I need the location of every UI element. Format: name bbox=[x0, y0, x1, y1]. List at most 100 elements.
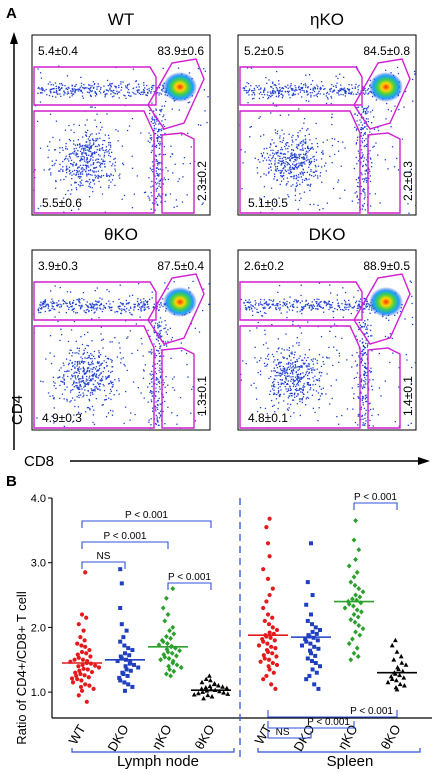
data-point bbox=[169, 650, 175, 656]
data-point bbox=[354, 569, 360, 576]
data-point bbox=[211, 681, 217, 687]
data-point bbox=[274, 627, 280, 633]
significance-bracket bbox=[267, 721, 355, 729]
data-point bbox=[217, 688, 222, 694]
series-spleen-WT bbox=[256, 516, 280, 691]
data-point bbox=[123, 651, 127, 656]
data-point bbox=[78, 684, 84, 690]
data-point bbox=[76, 664, 81, 669]
dp-gate bbox=[353, 58, 411, 130]
dp-percent: 83.9±0.6 bbox=[157, 44, 204, 58]
data-point bbox=[122, 680, 127, 685]
significance-label: P < 0.001 bbox=[104, 531, 147, 542]
data-point bbox=[310, 629, 315, 634]
cd4-axis-arrowhead bbox=[10, 32, 18, 44]
data-point bbox=[83, 682, 88, 687]
data-point bbox=[309, 651, 313, 656]
data-point bbox=[265, 576, 271, 581]
data-point bbox=[271, 670, 276, 675]
x-tick-label: ηKO bbox=[149, 722, 175, 752]
data-point bbox=[118, 567, 123, 572]
data-point bbox=[174, 662, 180, 668]
data-point bbox=[270, 586, 275, 591]
data-point bbox=[305, 618, 310, 623]
data-point bbox=[164, 595, 169, 601]
data-point bbox=[397, 672, 402, 678]
data-point bbox=[360, 626, 366, 632]
data-point bbox=[73, 670, 78, 675]
data-point bbox=[310, 667, 315, 672]
data-point bbox=[79, 643, 84, 648]
data-point bbox=[91, 686, 96, 691]
data-point bbox=[360, 589, 366, 595]
data-point bbox=[351, 537, 357, 543]
significance-bracket bbox=[267, 710, 398, 718]
panel-b-letter: B bbox=[6, 473, 17, 490]
data-point bbox=[127, 661, 132, 666]
data-point bbox=[84, 651, 89, 656]
data-point bbox=[389, 676, 395, 681]
series-lymph-node-DKO bbox=[115, 567, 141, 693]
data-point bbox=[274, 662, 280, 668]
data-point bbox=[82, 638, 87, 643]
dp-gate bbox=[353, 273, 411, 345]
data-point bbox=[316, 686, 321, 691]
double-neg-percent: 4.9±0.3 bbox=[42, 411, 82, 425]
data-point bbox=[96, 665, 102, 670]
data-point bbox=[265, 541, 271, 546]
data-point bbox=[352, 582, 358, 588]
data-point bbox=[391, 657, 397, 662]
data-point bbox=[87, 683, 92, 688]
double-neg-percent: 5.1±0.5 bbox=[248, 196, 288, 210]
data-point bbox=[350, 636, 355, 642]
cd8-sp-percent: 1.4±0.1 bbox=[401, 376, 415, 416]
data-point bbox=[258, 659, 263, 664]
data-point bbox=[127, 653, 132, 658]
double-neg-gate bbox=[239, 325, 361, 429]
data-point bbox=[308, 648, 312, 653]
data-point bbox=[318, 664, 322, 669]
data-point bbox=[166, 655, 172, 662]
data-point bbox=[358, 600, 364, 606]
data-point bbox=[82, 673, 87, 678]
cd8-sp-gate bbox=[161, 347, 195, 429]
dp-cluster-hotspot bbox=[163, 72, 197, 102]
data-point bbox=[261, 567, 266, 572]
data-point bbox=[79, 688, 85, 693]
cd8-axis-label: CD8 bbox=[24, 453, 54, 470]
data-point bbox=[353, 556, 358, 563]
data-point bbox=[89, 669, 95, 675]
data-point bbox=[266, 622, 272, 627]
cd4-sp-percent: 5.2±0.5 bbox=[244, 44, 284, 58]
data-point bbox=[72, 657, 77, 662]
data-point bbox=[393, 637, 398, 643]
data-point bbox=[266, 657, 272, 662]
data-point bbox=[305, 580, 310, 585]
data-point bbox=[168, 673, 173, 679]
cd8-sp-percent: 1.3±0.1 bbox=[195, 376, 209, 416]
data-point bbox=[121, 635, 126, 640]
data-point bbox=[270, 651, 275, 656]
data-point bbox=[394, 649, 400, 654]
data-point bbox=[199, 679, 205, 685]
data-point bbox=[164, 633, 169, 640]
flow-plot-frame bbox=[31, 34, 211, 216]
data-point bbox=[224, 685, 230, 691]
data-point bbox=[354, 645, 360, 651]
data-point bbox=[309, 541, 313, 546]
data-point bbox=[117, 675, 122, 680]
data-point bbox=[353, 518, 358, 524]
data-point bbox=[348, 657, 354, 663]
cd4-sp-percent: 3.9±0.3 bbox=[38, 259, 78, 273]
data-point bbox=[359, 609, 364, 615]
data-point bbox=[312, 682, 317, 687]
flow-plots: WT 5.4±0.4 83.9±0.6 5.5±0.6 2.3±0.2 ηKO 5.2±0.… bbox=[31, 10, 417, 431]
data-point bbox=[162, 618, 168, 624]
event-dots bbox=[33, 65, 209, 213]
data-point bbox=[209, 694, 215, 699]
flow-plot-title: DKO bbox=[309, 225, 346, 244]
data-point bbox=[203, 676, 209, 681]
data-point bbox=[353, 592, 358, 598]
data-point bbox=[221, 690, 226, 695]
data-point bbox=[75, 641, 80, 646]
